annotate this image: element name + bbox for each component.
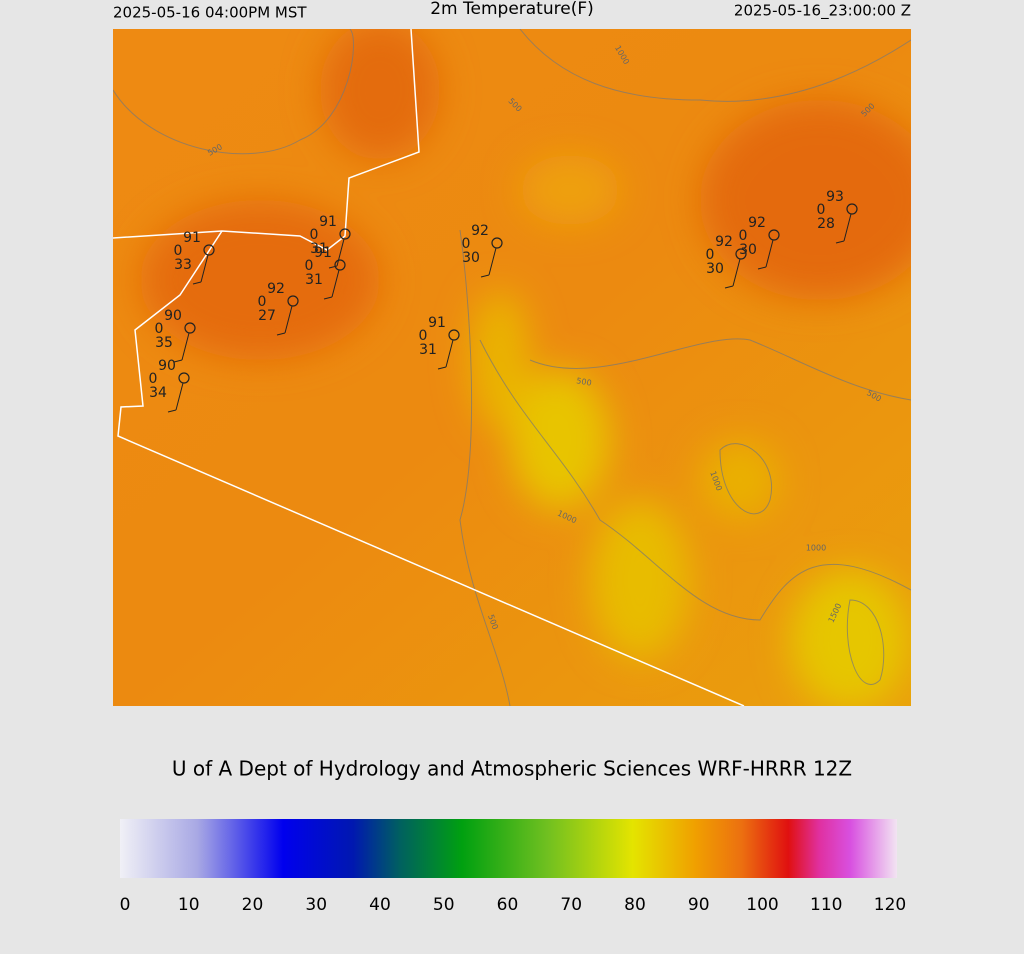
station-marker [735,248,747,260]
station-temperature: 92 [267,281,285,297]
wind-barb [284,305,293,334]
wind-barb-tick [480,274,490,278]
wind-barb-tick [173,359,183,363]
wind-barb-tick [437,366,447,370]
map-title: 2m Temperature(F) [430,0,594,19]
station-flag: 0 [462,236,471,252]
station-value: 31 [419,342,437,358]
station-temperature: 91 [428,315,446,331]
colorbar-tick-label: 90 [688,895,710,915]
map [113,29,911,706]
station-temperature: 92 [748,215,766,231]
station-marker [768,229,780,241]
colorbar-tick-label: 30 [305,895,327,915]
station-flag: 0 [817,202,826,218]
station-flag: 0 [706,247,715,263]
station-temperature: 92 [715,234,733,250]
station-flag: 0 [310,227,319,243]
wind-barb-tick [276,332,286,336]
wind-barb [843,213,852,242]
wind-barb [336,238,345,267]
station-flag: 0 [258,294,267,310]
station-temperature: 90 [158,358,176,374]
wind-barb-tick [835,240,845,244]
station-flag: 0 [419,328,428,344]
station-temperature: 90 [164,308,182,324]
colorbar-tick-label: 0 [120,895,131,915]
station-flag: 0 [174,243,183,259]
station-marker [184,322,196,334]
station-flag: 0 [149,371,158,387]
colorbar-tick-label: 110 [810,895,842,915]
colorbar-tick-label: 60 [497,895,519,915]
colorbar-tick-label: 50 [433,895,455,915]
wind-barb-tick [167,409,177,413]
station-value: 30 [706,261,724,277]
station-value: 31 [310,241,328,257]
wind-barb [445,339,454,368]
valid-time-local: 2025-05-16 04:00PM MST [113,4,307,22]
station-flag: 0 [155,321,164,337]
wind-barb [732,258,741,287]
station-value: 30 [462,250,480,266]
wind-barb [488,247,497,276]
station-temperature: 91 [319,214,337,230]
colorbar-tick-label: 70 [560,895,582,915]
station-temperature: 92 [471,223,489,239]
contour-label: 1000 [806,544,826,553]
station-marker [448,329,460,341]
station-value: 30 [739,242,757,258]
colorbar-tick-label: 20 [242,895,264,915]
station-flag: 0 [305,258,314,274]
station-value: 28 [817,216,835,232]
station-value: 27 [258,308,276,324]
station-marker [287,295,299,307]
station-temperature: 91 [314,245,332,261]
station-value: 34 [149,385,167,401]
wind-barb [175,382,184,411]
stations: 9103391031910319202790035900349103192030… [149,189,858,413]
wind-barb-tick [757,266,767,270]
colorbar-tick-label: 10 [178,895,200,915]
colorbar-tick-label: 40 [369,895,391,915]
wind-barb [181,332,190,361]
station-flag: 0 [739,228,748,244]
colorbar-tick-label: 120 [874,895,906,915]
wind-barb [765,239,774,268]
colorbar-tick-label: 80 [624,895,646,915]
station-marker [491,237,503,249]
colorbar-tick-label: 100 [746,895,778,915]
station-marker [203,244,215,256]
wind-barb [331,269,340,298]
station-value: 35 [155,335,173,351]
station-marker [846,203,858,215]
station-value: 33 [174,257,192,273]
colorbar [120,819,897,878]
station-temperature: 91 [183,230,201,246]
station-value: 31 [305,272,323,288]
station-marker [334,259,346,271]
contour-label: 500 [576,376,593,388]
station-temperature: 93 [826,189,844,205]
wind-barb-tick [192,281,202,285]
wind-barb-tick [323,296,333,300]
wind-barb [200,254,209,283]
credit: U of A Dept of Hydrology and Atmospheric… [172,757,852,781]
valid-time-utc: 2025-05-16_23:00:00 Z [734,2,911,21]
station-marker [178,372,190,384]
station-marker [339,228,351,240]
wind-barb-tick [724,285,734,289]
colorbar-ticks: 0 10 20 30 40 50 60 70 80 90 100 110 120 [120,895,907,915]
